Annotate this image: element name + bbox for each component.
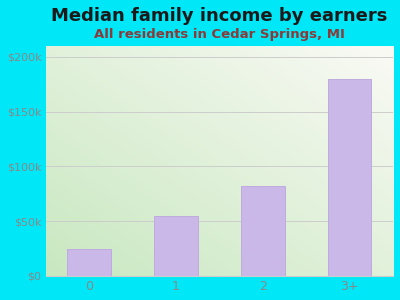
Bar [328, 79, 371, 276]
Bar [154, 216, 198, 276]
Bar [68, 248, 111, 276]
Bar [241, 186, 284, 276]
Text: All residents in Cedar Springs, MI: All residents in Cedar Springs, MI [94, 28, 345, 41]
Title: Median family income by earners: Median family income by earners [51, 7, 388, 25]
